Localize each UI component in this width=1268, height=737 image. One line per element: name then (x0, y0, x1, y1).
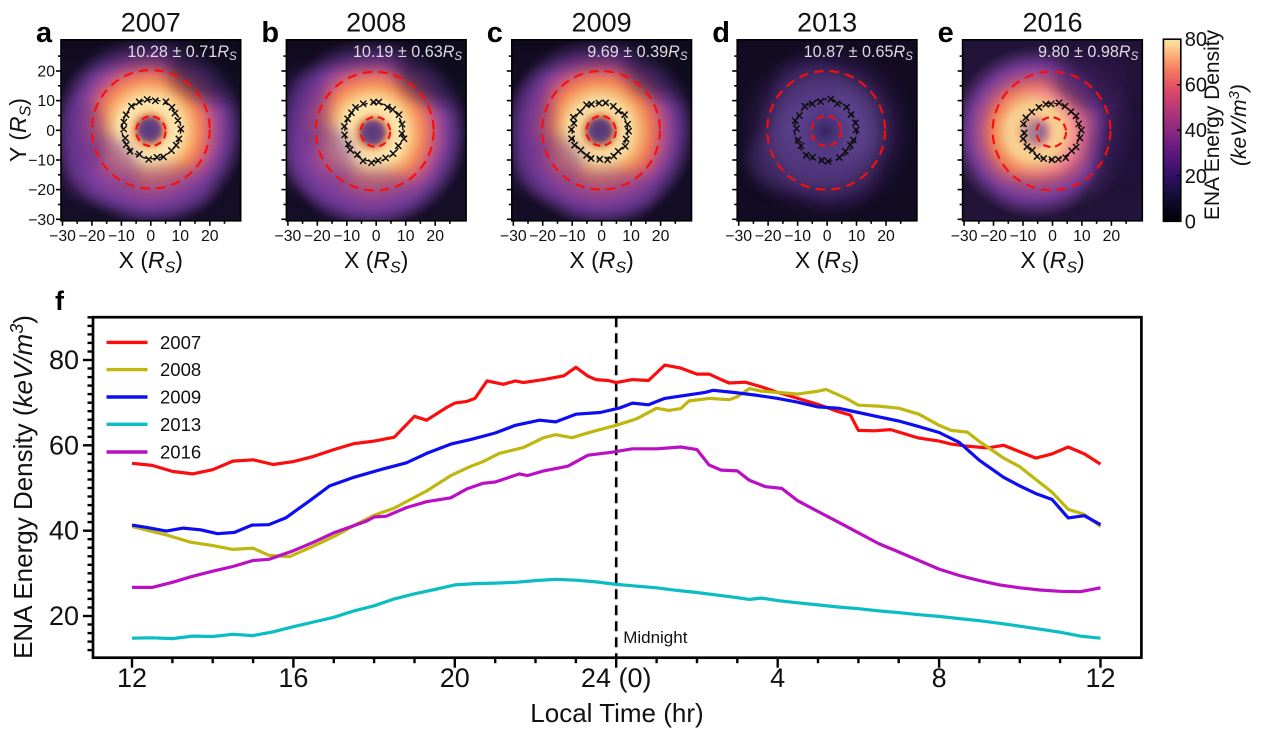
svg-text:10.28 ± 0.71RS: 10.28 ± 0.71RS (127, 43, 237, 63)
svg-text:10: 10 (172, 228, 190, 245)
svg-text:2008: 2008 (160, 359, 201, 380)
svg-text:80: 80 (49, 345, 79, 375)
svg-text:0: 0 (372, 228, 381, 245)
svg-text:20: 20 (37, 64, 55, 81)
svg-text:9.80 ± 0.98RS: 9.80 ± 0.98RS (1038, 43, 1139, 63)
svg-text:ENA Energy Density (keV/m3): ENA Energy Density (keV/m3) (7, 315, 38, 659)
svg-text:40: 40 (1185, 120, 1207, 142)
svg-text:−30: −30 (725, 228, 752, 245)
svg-text:20: 20 (1185, 166, 1207, 188)
svg-text:2009: 2009 (160, 387, 201, 408)
svg-text:−10: −10 (784, 228, 811, 245)
svg-text:b: b (261, 17, 279, 49)
svg-text:−30: −30 (500, 228, 527, 245)
svg-text:0: 0 (597, 228, 606, 245)
svg-text:20: 20 (1103, 228, 1121, 245)
svg-text:2013: 2013 (160, 414, 201, 435)
svg-text:10: 10 (397, 228, 415, 245)
svg-text:8: 8 (932, 663, 947, 693)
svg-text:10: 10 (37, 93, 55, 110)
svg-text:0: 0 (146, 228, 155, 245)
svg-text:−10: −10 (333, 228, 360, 245)
svg-text:12: 12 (1085, 663, 1115, 693)
svg-text:−20: −20 (304, 228, 331, 245)
svg-text:2009: 2009 (572, 8, 632, 38)
svg-text:−30: −30 (951, 228, 978, 245)
svg-text:Y (RS): Y (RS) (5, 98, 35, 162)
svg-text:20: 20 (652, 228, 670, 245)
svg-text:e: e (938, 17, 954, 49)
svg-text:10: 10 (1073, 228, 1091, 245)
svg-text:12: 12 (117, 663, 147, 693)
svg-text:16: 16 (278, 663, 308, 693)
svg-text:−10: −10 (108, 228, 135, 245)
svg-text:f: f (55, 286, 65, 316)
svg-text:2013: 2013 (797, 8, 857, 38)
svg-text:−10: −10 (1010, 228, 1037, 245)
svg-text:20: 20 (426, 228, 444, 245)
svg-text:80: 80 (1185, 29, 1207, 51)
svg-text:2008: 2008 (346, 8, 406, 38)
svg-text:−20: −20 (28, 182, 55, 199)
svg-text:2007: 2007 (121, 8, 181, 38)
svg-text:X (RS): X (RS) (569, 247, 633, 277)
svg-text:−10: −10 (559, 228, 586, 245)
svg-text:24 (0): 24 (0) (581, 663, 652, 693)
svg-text:d: d (712, 17, 730, 49)
svg-text:10.87 ± 0.65RS: 10.87 ± 0.65RS (804, 43, 914, 63)
svg-text:−10: −10 (28, 153, 55, 170)
svg-text:Local Time (hr): Local Time (hr) (530, 698, 703, 728)
svg-text:20: 20 (877, 228, 895, 245)
svg-text:10: 10 (848, 228, 866, 245)
svg-text:20: 20 (49, 601, 79, 631)
svg-text:ENA Energy Density: ENA Energy Density (1201, 29, 1224, 220)
svg-text:−30: −30 (28, 212, 55, 229)
svg-text:9.69 ± 0.39RS: 9.69 ± 0.39RS (587, 43, 688, 63)
svg-text:a: a (36, 17, 53, 49)
svg-text:2016: 2016 (160, 442, 201, 463)
svg-text:−30: −30 (275, 228, 302, 245)
svg-text:2016: 2016 (1022, 8, 1082, 38)
svg-text:Midnight: Midnight (623, 628, 688, 647)
svg-text:2007: 2007 (160, 332, 201, 353)
svg-text:−20: −20 (529, 228, 556, 245)
svg-text:−30: −30 (49, 228, 76, 245)
svg-text:−20: −20 (79, 228, 106, 245)
svg-text:0: 0 (823, 228, 832, 245)
svg-text:60: 60 (1185, 75, 1207, 97)
svg-text:20: 20 (440, 663, 470, 693)
svg-text:4: 4 (770, 663, 785, 693)
svg-text:10: 10 (622, 228, 640, 245)
svg-text:0: 0 (46, 123, 55, 140)
svg-text:0: 0 (1048, 228, 1057, 245)
svg-text:0: 0 (1185, 211, 1196, 233)
svg-text:10.19 ± 0.63RS: 10.19 ± 0.63RS (353, 43, 463, 63)
svg-text:−20: −20 (755, 228, 782, 245)
svg-text:20: 20 (201, 228, 219, 245)
svg-text:60: 60 (49, 430, 79, 460)
svg-text:−20: −20 (980, 228, 1007, 245)
svg-text:c: c (487, 17, 503, 49)
svg-text:40: 40 (49, 516, 79, 546)
